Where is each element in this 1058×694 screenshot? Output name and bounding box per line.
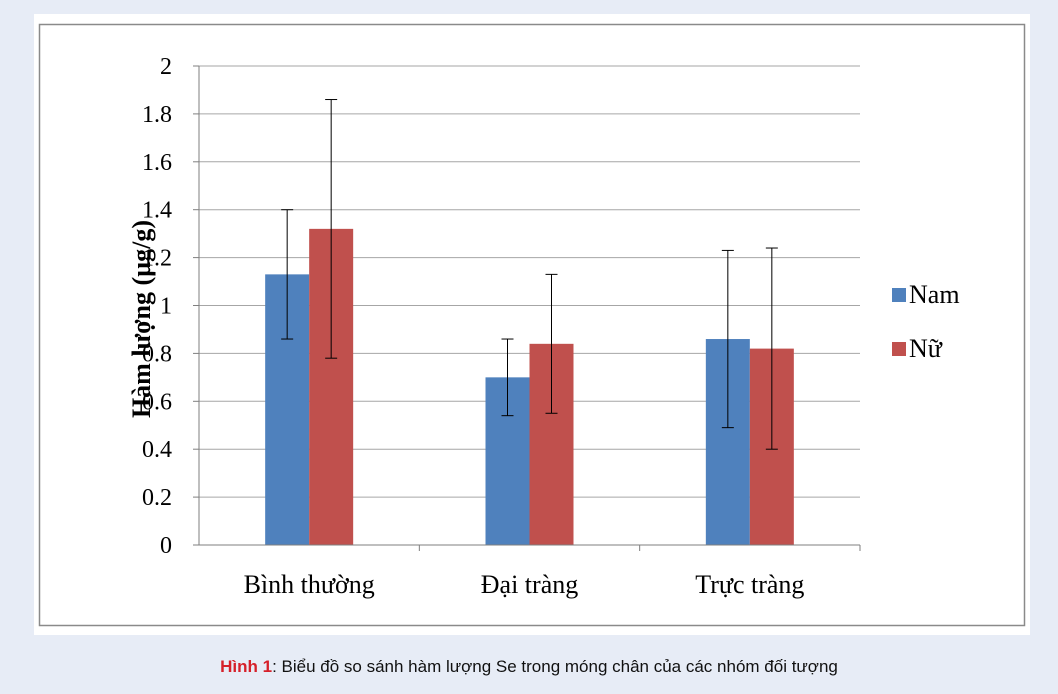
x-tick-label: Bình thường [244, 570, 375, 599]
y-tick-label: 1.8 [142, 102, 172, 128]
figure-panel: 0 0.2 0.4 0.6 0.8 1 1.2 1.4 1.6 1.8 2 Bình thường Đạ… [34, 14, 1030, 635]
y-tick-label: 1.2 [142, 246, 172, 272]
bar-chart: 0 0.2 0.4 0.6 0.8 1 1.2 1.4 1.6 1.8 2 Bình thường Đạ… [38, 23, 1026, 627]
legend-label: Nam [909, 280, 960, 309]
y-tick-label: 1 [160, 294, 172, 320]
y-tick-label: 0.8 [142, 341, 172, 367]
y-tick-label: 0.4 [142, 437, 172, 463]
legend-swatch [892, 288, 906, 302]
x-tick-label: Trực tràng [695, 570, 804, 599]
caption-label: Hình 1 [220, 657, 273, 676]
figure-caption: Hình 1: Biểu đồ so sánh hàm lượng Se tro… [0, 657, 1058, 677]
legend-swatch [892, 342, 906, 356]
caption-text: : Biểu đồ so sánh hàm lượng Se trong món… [272, 657, 838, 676]
y-tick-label: 0.2 [142, 485, 172, 511]
y-tick-label: 0 [160, 533, 172, 559]
y-tick-label: 2 [160, 54, 172, 80]
x-tick-label: Đại tràng [481, 570, 578, 599]
y-tick-label: 0.6 [142, 389, 172, 415]
y-tick-label: 1.6 [142, 150, 172, 176]
legend-label: Nữ [909, 334, 943, 363]
y-tick-label: 1.4 [142, 198, 172, 224]
y-axis-title: Hàm lượng (µg/g) [127, 220, 156, 418]
